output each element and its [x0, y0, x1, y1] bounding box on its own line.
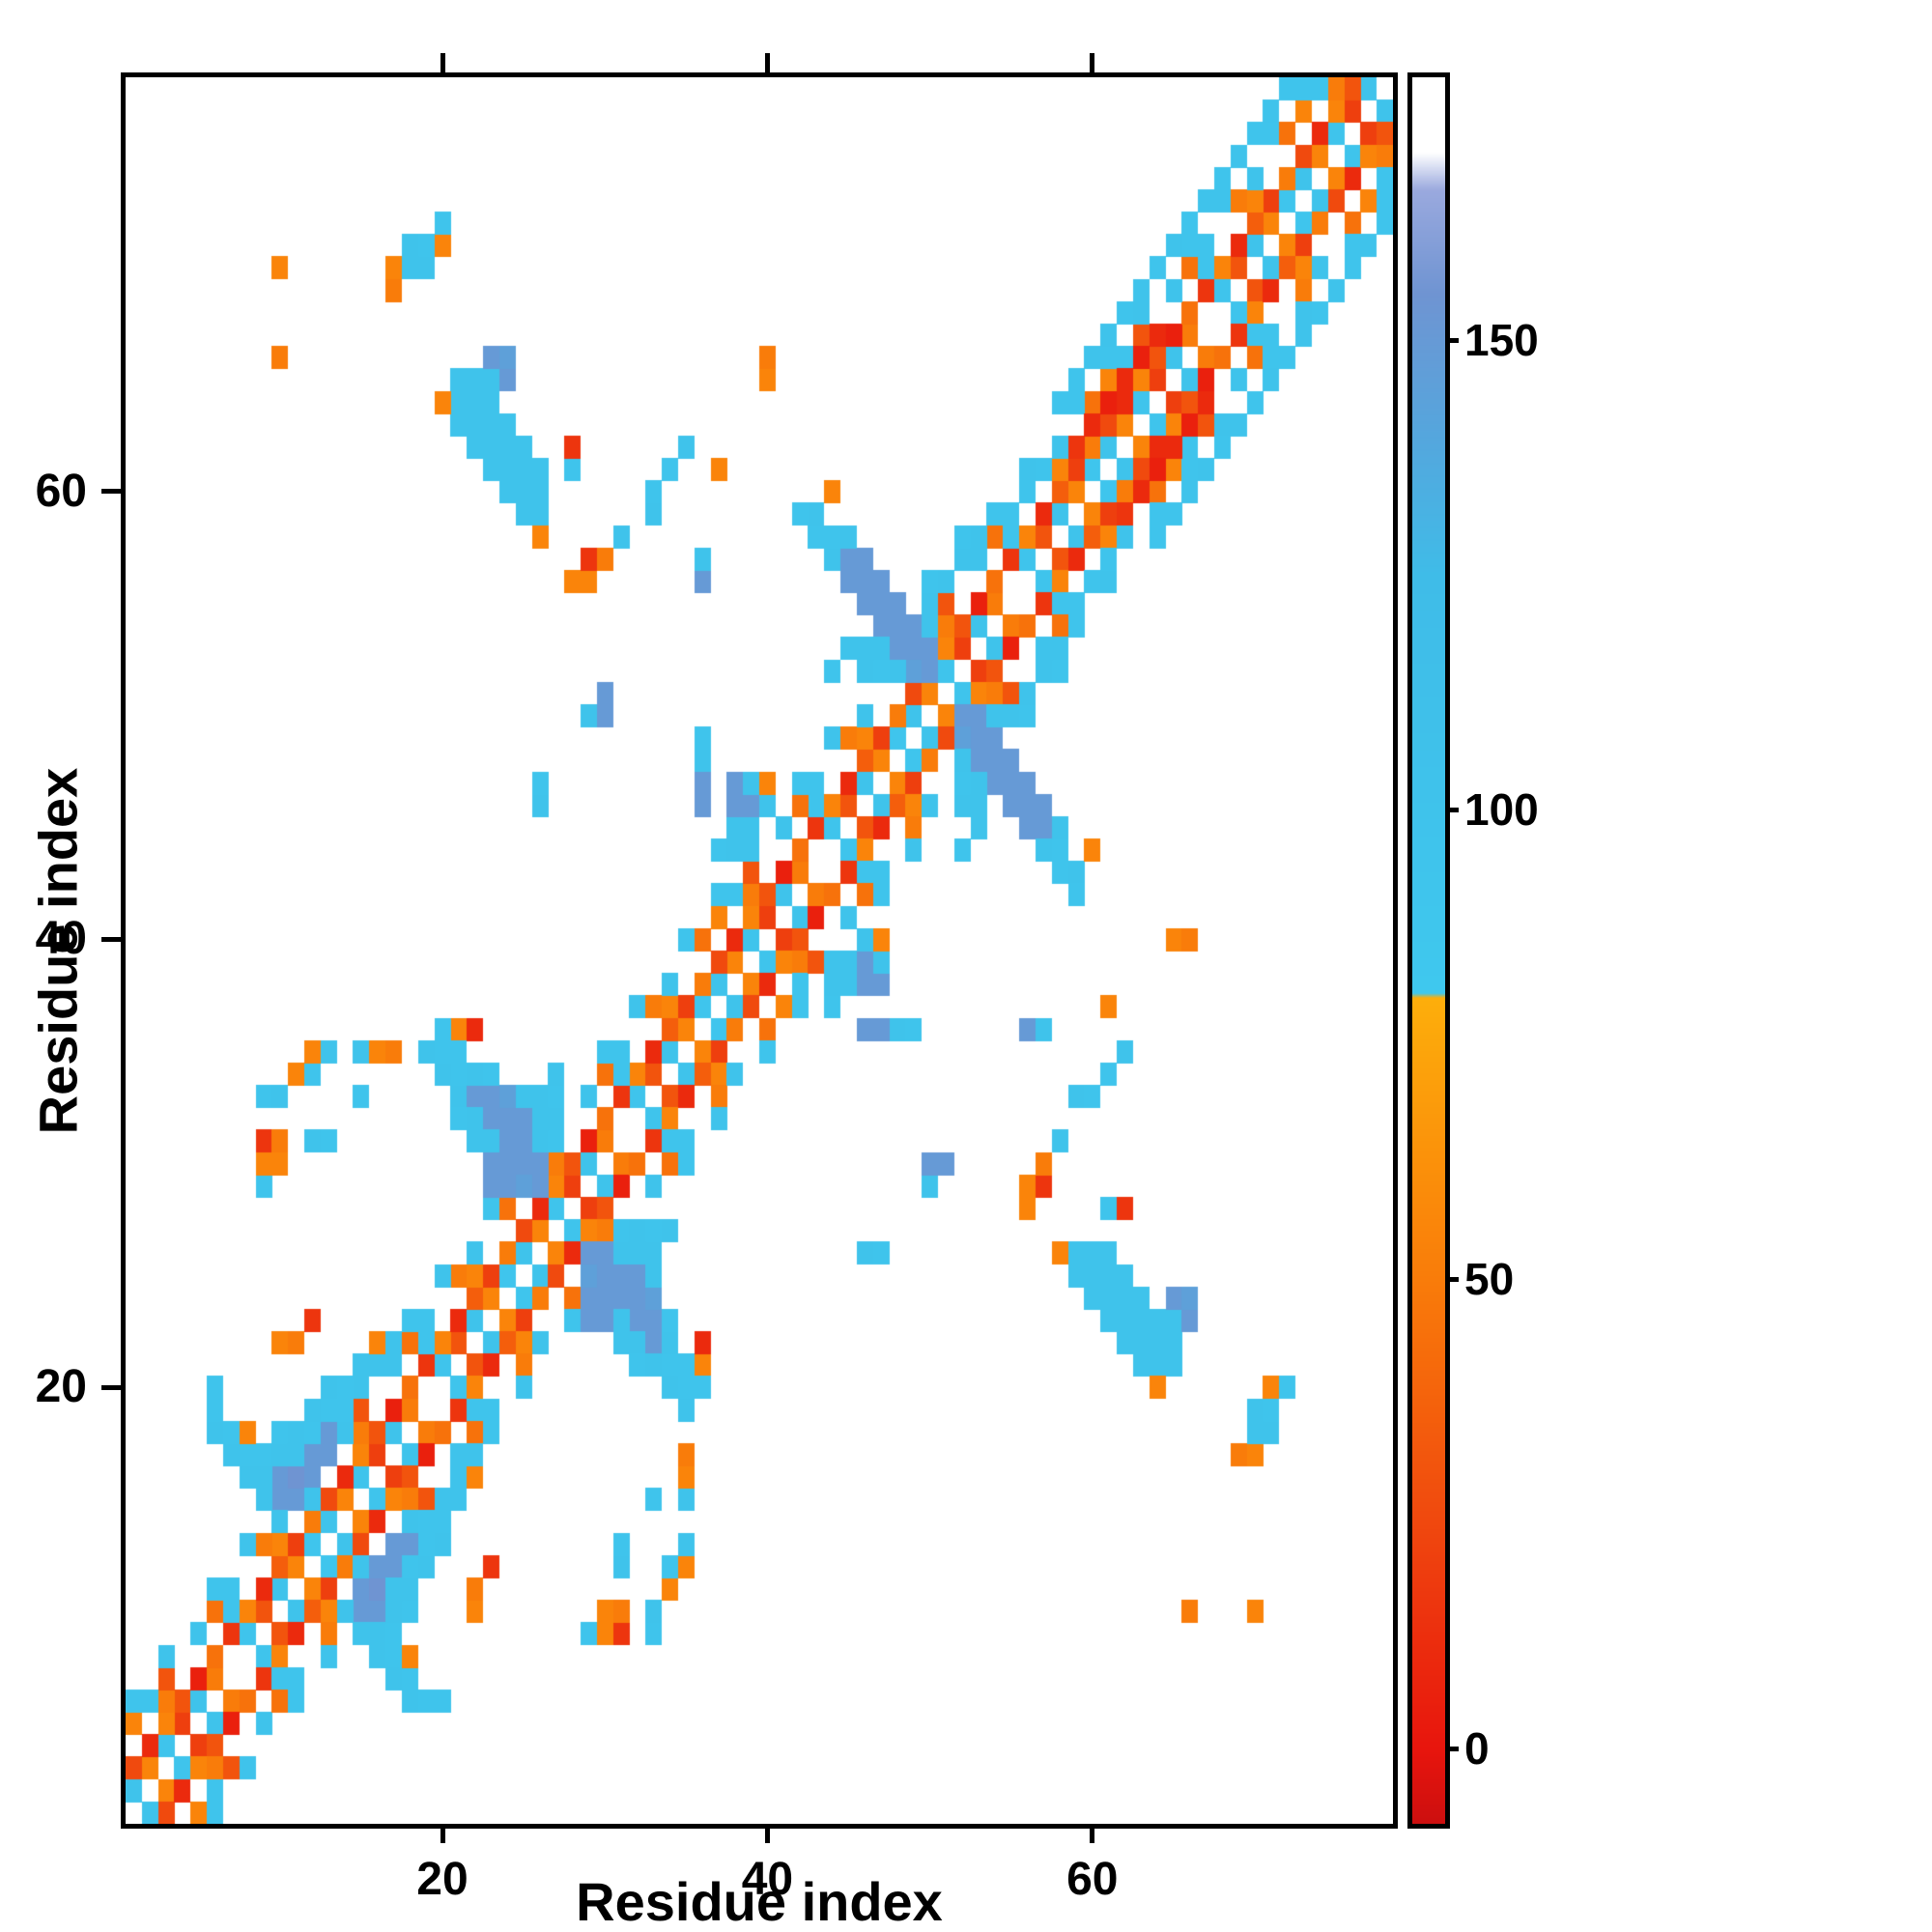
- y-tick-label: 60: [35, 465, 87, 517]
- y-tick-label: 20: [35, 1361, 87, 1412]
- colorbar-canvas: [1412, 77, 1445, 1824]
- x-tick-mark-top: [764, 53, 770, 72]
- y-tick-mark: [101, 489, 121, 495]
- x-tick-mark: [1090, 1824, 1095, 1843]
- y-tick-label: 40: [35, 913, 87, 965]
- colorbar-tick-mark: [1445, 807, 1459, 812]
- colorbar-tick-mark: [1445, 337, 1459, 343]
- x-axis-title: Residue index: [576, 1871, 943, 1932]
- colorbar-tick-mark: [1445, 1746, 1459, 1751]
- colorbar-tick-label: 0: [1464, 1723, 1490, 1775]
- colorbar-frame: [1407, 72, 1450, 1829]
- heatmap-canvas: [126, 77, 1393, 1824]
- plot-frame: [121, 72, 1398, 1829]
- x-tick-label: 20: [416, 1854, 469, 1905]
- x-tick-mark: [764, 1824, 770, 1843]
- x-tick-label: 60: [1066, 1854, 1119, 1905]
- y-tick-mark: [101, 936, 121, 942]
- x-tick-mark-top: [440, 53, 445, 72]
- x-tick-mark: [440, 1824, 445, 1843]
- colorbar-tick-label: 50: [1464, 1254, 1515, 1305]
- x-tick-mark-top: [1090, 53, 1095, 72]
- colorbar-tick-label: 100: [1464, 784, 1539, 836]
- colorbar-tick-label: 150: [1464, 315, 1539, 366]
- colorbar-tick-mark: [1445, 1276, 1459, 1282]
- x-tick-label: 40: [741, 1854, 794, 1905]
- y-tick-mark: [101, 1384, 121, 1390]
